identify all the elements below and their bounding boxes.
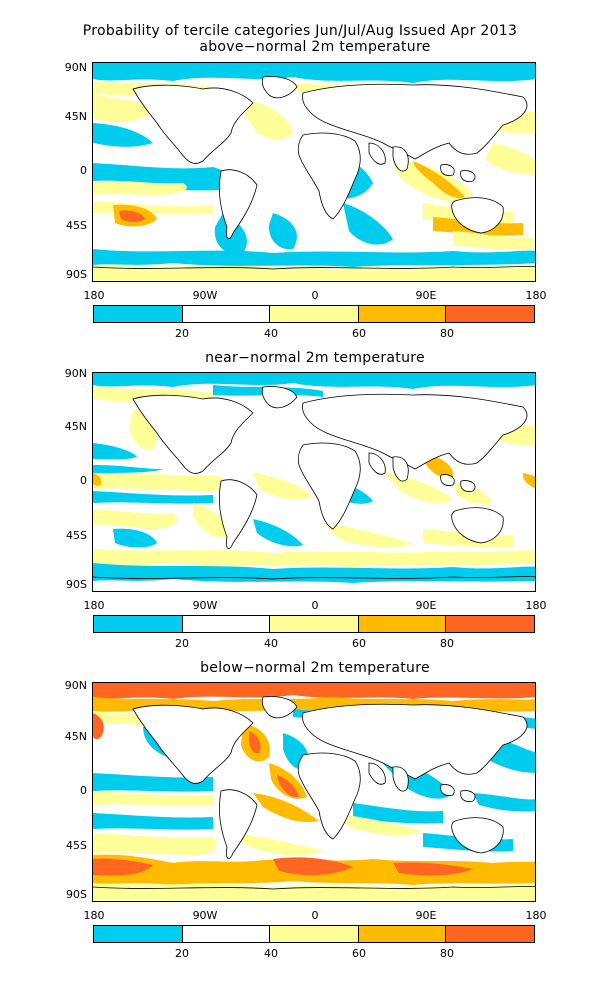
lon-label-below-180e: 180: [525, 909, 547, 922]
colorbar-below-label-80: 80: [440, 947, 454, 960]
map-below-svg: [93, 683, 535, 901]
colorbar-near-seg-2: [270, 616, 359, 632]
lon-label-near-90e: 90E: [415, 599, 437, 612]
colorbar-below-seg-0: [94, 926, 183, 942]
panel-title-above: above−normal 2m temperature: [199, 39, 431, 55]
colorbar-above-label-80: 80: [440, 327, 454, 340]
colorbar-above-seg-1: [182, 306, 271, 322]
coastlines-near: [93, 386, 535, 580]
lon-label-above-180e: 180: [525, 289, 547, 302]
lat-label-near-45n: 45N: [64, 420, 87, 433]
lat-label-near-0: 0: [80, 474, 87, 487]
lat-label-above-90s: 90S: [66, 268, 87, 281]
colorbar-above-label-40: 40: [264, 327, 278, 340]
map-above-svg: [93, 63, 535, 281]
colorbar-near-seg-0: [94, 616, 183, 632]
lon-label-below-90w: 90W: [192, 909, 218, 922]
lon-label-above-0: 0: [311, 289, 319, 302]
colorbar-below-label-60: 60: [352, 947, 366, 960]
colorbar-below-label-40: 40: [264, 947, 278, 960]
lat-label-above-90n: 90N: [64, 61, 87, 74]
colorbar-near-seg-1: [182, 616, 271, 632]
lat-label-near-90n: 90N: [64, 367, 87, 380]
colorbar-above-label-60: 60: [352, 327, 366, 340]
colorbar-above-label-20: 20: [175, 327, 189, 340]
map-above: [92, 62, 536, 282]
lon-label-above-90e: 90E: [415, 289, 437, 302]
lon-label-near-180w: 180: [83, 599, 105, 612]
colorbar-above-seg-2: [270, 306, 359, 322]
colorbar-below-seg-3: [358, 926, 447, 942]
colorbar-near-seg-4: [446, 616, 534, 632]
colorbar-near: [93, 615, 535, 633]
lat-label-below-0: 0: [80, 784, 87, 797]
map-near-svg: [93, 373, 535, 583]
colorbar-below-seg-4: [446, 926, 534, 942]
colorbar-below-seg-1: [182, 926, 271, 942]
lat-label-near-45s: 45S: [66, 529, 87, 542]
panel-title-below: below−normal 2m temperature: [200, 660, 430, 676]
colorbar-above: [93, 305, 535, 323]
lat-label-below-90s: 90S: [66, 888, 87, 901]
colorbar-above-seg-3: [358, 306, 447, 322]
lon-label-near-180e: 180: [525, 599, 547, 612]
lat-label-above-45n: 45N: [64, 110, 87, 123]
lat-label-above-45s: 45S: [66, 219, 87, 232]
lon-label-above-90w: 90W: [192, 289, 218, 302]
colorbar-below-label-20: 20: [175, 947, 189, 960]
lat-label-near-90s: 90S: [66, 578, 87, 591]
colorbar-near-label-80: 80: [440, 637, 454, 650]
coastlines-below: [93, 696, 535, 890]
lat-label-below-45s: 45S: [66, 839, 87, 852]
panel-title-near: near−normal 2m temperature: [205, 350, 425, 366]
colorbar-near-label-60: 60: [352, 637, 366, 650]
lon-label-near-90w: 90W: [192, 599, 218, 612]
lat-label-above-0: 0: [80, 164, 87, 177]
colorbar-above-seg-4: [446, 306, 534, 322]
lon-label-below-180w: 180: [83, 909, 105, 922]
figure-title: Probability of tercile categories Jun/Ju…: [82, 23, 518, 39]
colorbar-near-label-20: 20: [175, 637, 189, 650]
lon-label-below-0: 0: [311, 909, 319, 922]
colorbar-near-label-40: 40: [264, 637, 278, 650]
map-near: [92, 372, 536, 592]
lon-label-near-0: 0: [311, 599, 319, 612]
colorbar-above-seg-0: [94, 306, 183, 322]
coastlines-above: [93, 76, 535, 270]
lat-label-below-90n: 90N: [64, 679, 87, 692]
colorbar-near-seg-3: [358, 616, 447, 632]
lon-label-above-180w: 180: [83, 289, 105, 302]
lon-label-below-90e: 90E: [415, 909, 437, 922]
map-below: [92, 682, 536, 902]
lat-label-below-45n: 45N: [64, 730, 87, 743]
colorbar-below: [93, 925, 535, 943]
colorbar-below-seg-2: [270, 926, 359, 942]
